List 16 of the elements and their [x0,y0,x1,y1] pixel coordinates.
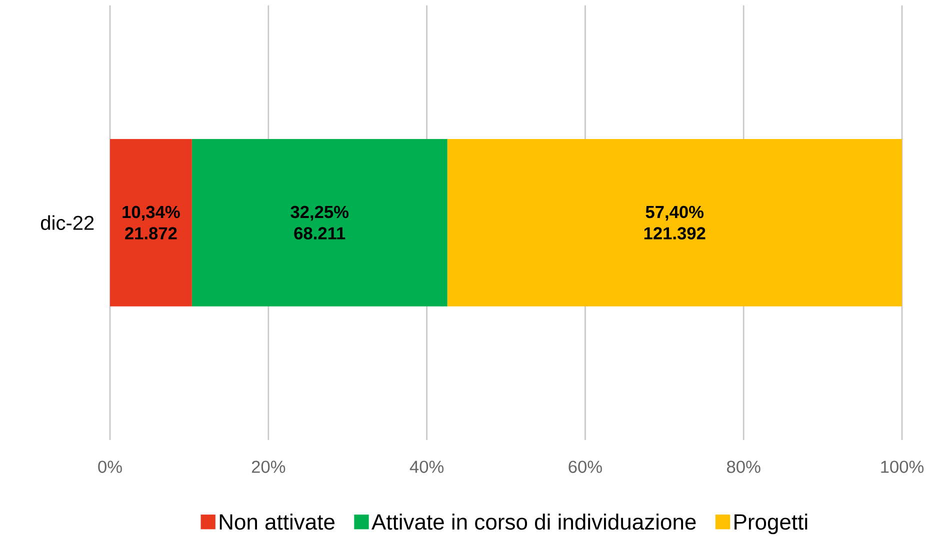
legend-label: Non attivate [220,514,334,530]
data-label: 57,40% 121.392 [644,206,706,240]
data-label: 32,25% 68.211 [290,206,349,240]
bar [110,139,192,306]
x-tick-label: 0% [98,460,122,474]
x-tick-label: 100% [881,460,924,474]
x-tick-label: 40% [410,460,444,474]
x-tick-label: 20% [252,460,286,474]
bar [447,139,902,306]
x-tick-label: 80% [727,460,760,474]
data-label: 10,34% 21.872 [122,206,180,240]
x-tick-label: 60% [568,460,602,474]
legend-label: Attivate in corso di individuazione [372,514,696,530]
legend-label: Progetti [734,514,808,534]
y-tick-label: dic-22 [41,215,94,230]
bar [192,139,448,306]
